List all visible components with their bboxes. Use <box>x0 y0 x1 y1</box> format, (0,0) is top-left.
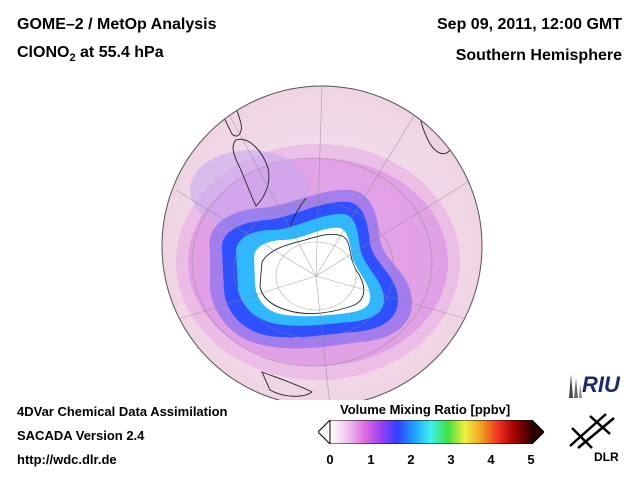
colorbar <box>318 420 544 444</box>
footer-line2: SACADA Version 2.4 <box>17 428 145 443</box>
riu-logo-text: RIU <box>582 372 620 397</box>
species-prefix: ClONO <box>17 44 70 61</box>
colorbar-gradient <box>329 420 533 444</box>
footer-line1: 4DVar Chemical Data Assimilation <box>17 404 228 419</box>
species-subscript: 2 <box>69 52 76 65</box>
colorbar-under-arrow <box>318 420 331 444</box>
colorbar-over-arrow <box>531 420 544 444</box>
species-suffix: at 55.4 hPa <box>75 44 164 61</box>
colorbar-tick: 1 <box>367 452 375 467</box>
colorbar-tick: 2 <box>407 452 415 467</box>
colorbar-tick: 3 <box>447 452 455 467</box>
title-line1: GOME–2 / MetOp Analysis <box>17 16 217 33</box>
colorbar-tick: 4 <box>487 452 495 467</box>
colorbar-tick: 0 <box>326 452 334 467</box>
riu-logo-icon <box>569 374 582 398</box>
ozone-globe-map <box>161 85 483 400</box>
footer-url: http://wdc.dlr.de <box>17 452 117 467</box>
colorbar-tick: 5 <box>527 452 535 467</box>
species-title: ClONO2 at 55.4 hPa <box>17 44 164 64</box>
dlr-logo-icon <box>569 413 615 449</box>
region-label: Southern Hemisphere <box>455 47 622 64</box>
datetime-label: Sep 09, 2011, 12:00 GMT <box>437 16 622 33</box>
colorbar-title: Volume Mixing Ratio [ppbv] <box>340 402 511 417</box>
dlr-logo-text: DLR <box>594 450 619 464</box>
